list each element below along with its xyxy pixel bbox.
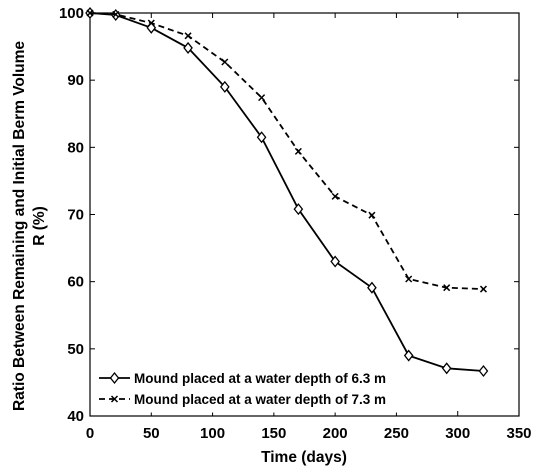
x-tick-label: 300 <box>445 425 470 442</box>
legend-marker-x <box>110 395 119 403</box>
data-point-x <box>258 94 266 102</box>
x-tick-label: 250 <box>384 425 409 442</box>
series-1-line <box>89 12 484 372</box>
legend: Mound placed at a water depth of 6.3 m M… <box>93 367 440 413</box>
series-2 <box>86 9 487 293</box>
y-tick-label: 50 <box>67 341 84 358</box>
data-point-x <box>368 211 376 219</box>
x-tick-label: 350 <box>506 425 531 442</box>
data-point-x <box>221 58 229 66</box>
data-point-x <box>294 147 302 155</box>
y-tick-label: 80 <box>67 139 84 156</box>
plot-area <box>89 12 520 417</box>
x-tick-label: 150 <box>261 425 286 442</box>
y-tick-label: 100 <box>59 5 84 22</box>
data-point-x <box>443 284 451 292</box>
x-tick-label: 0 <box>86 425 94 442</box>
y-axis-title-line2: R (%) <box>31 206 48 246</box>
data-point-x <box>86 9 94 17</box>
y-tick-label: 70 <box>67 207 84 224</box>
x-axis-title: Time (days) <box>261 449 347 466</box>
data-point-diamond <box>293 203 304 216</box>
data-point-diamond <box>403 349 414 362</box>
data-point-diamond <box>367 281 377 294</box>
data-point-diamond <box>219 80 230 93</box>
y-tick-label: 90 <box>67 72 84 89</box>
x-tick-label: 100 <box>200 425 225 442</box>
data-point-diamond <box>256 131 267 144</box>
y-axis-ticks: 40 50 60 70 80 90 100 <box>59 5 519 425</box>
series-layer <box>85 6 489 378</box>
data-point-x <box>147 19 155 27</box>
x-axis-ticks: 0 50 100 150 200 250 300 350 <box>86 13 532 442</box>
data-point-diamond <box>183 41 193 54</box>
data-point-diamond <box>330 255 340 268</box>
data-point-x <box>112 10 120 18</box>
data-point-x <box>479 285 487 293</box>
data-point-x <box>405 275 413 283</box>
x-tick-label: 200 <box>323 425 348 442</box>
data-point-diamond <box>441 362 452 375</box>
legend-marker-diamond <box>109 371 120 385</box>
series-1 <box>85 6 489 378</box>
data-point-x <box>184 32 192 40</box>
x-tick-label: 50 <box>143 425 160 442</box>
y-tick-label: 60 <box>67 274 84 291</box>
legend-label-series-1: Mound placed at a water depth of 6.3 m <box>134 371 386 386</box>
data-point-diamond <box>478 364 489 378</box>
legend-box <box>93 367 440 413</box>
series-2-line <box>89 12 484 290</box>
data-point-x <box>331 192 339 200</box>
y-axis-title-line1: Ratio Between Remaining and Initial Berm… <box>11 41 28 411</box>
y-tick-label: 40 <box>67 408 84 425</box>
legend-label-series-2: Mound placed at a water depth of 7.3 m <box>134 392 386 407</box>
